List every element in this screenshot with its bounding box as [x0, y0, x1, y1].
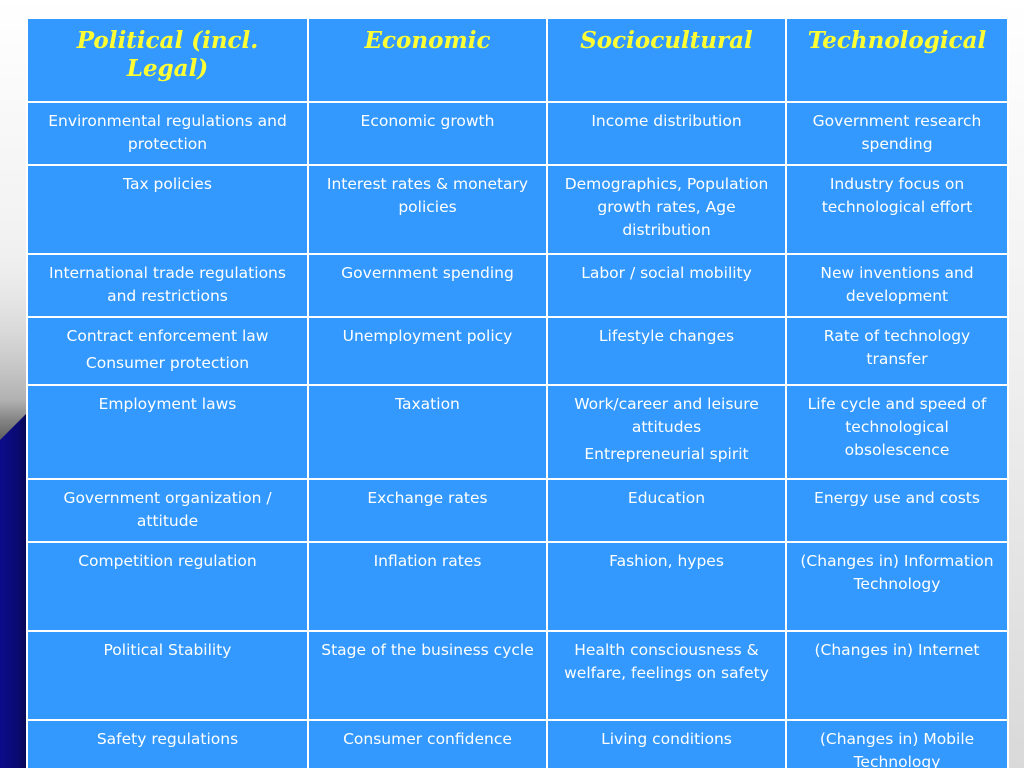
- cell-text: Exchange rates: [367, 489, 488, 507]
- cell-text: Economic growth: [360, 112, 495, 130]
- cell-text: Government spending: [341, 264, 514, 282]
- cell-text: (Changes in) Internet: [814, 641, 980, 659]
- cell-text: Entrepreneurial spirit: [584, 445, 749, 463]
- cell-text: Environmental regulations and protection: [48, 112, 287, 153]
- header-sociocultural: Sociocultural: [546, 17, 787, 103]
- table-cell-political: Government organization / attitude: [26, 478, 309, 543]
- cell-text: Consumer confidence: [343, 730, 512, 748]
- table-cell-sociocultural: Living conditions: [546, 719, 787, 768]
- table-body: Environmental regulations and protection…: [26, 101, 1009, 768]
- cell-text: Demographics, Population growth rates, A…: [564, 175, 769, 239]
- cell-text: Interest rates & monetary policies: [326, 175, 529, 216]
- cell-text: International trade regulations and rest…: [49, 264, 286, 305]
- cell-text: Government organization / attitude: [63, 489, 272, 530]
- table-row: Government organization / attitude Exchan…: [26, 478, 1009, 543]
- table-cell-technological: Rate of technology transfer: [785, 316, 1009, 386]
- cell-text: Education: [627, 489, 706, 507]
- table-cell-economic: Taxation: [307, 384, 548, 480]
- table-cell-political: Employment laws: [26, 384, 309, 480]
- cell-text: Lifestyle changes: [598, 327, 735, 345]
- cell-text: Taxation: [395, 395, 460, 413]
- header-row: Political (incl. Legal) Economic Sociocu…: [26, 17, 1009, 103]
- table-cell-political: Tax policies: [26, 164, 309, 255]
- table-cell-technological: (Changes in) Mobile Technology: [785, 719, 1009, 768]
- table-cell-political: Safety regulations: [26, 719, 309, 768]
- table-cell-sociocultural: Demographics, Population growth rates, A…: [546, 164, 787, 255]
- slide-background-wedge: [0, 410, 30, 768]
- table-cell-economic: Inflation rates: [307, 541, 548, 632]
- table-row: International trade regulations and rest…: [26, 253, 1009, 318]
- table-cell-technological: Government research spending: [785, 101, 1009, 166]
- cell-text: New inventions and development: [820, 264, 974, 305]
- cell-text: Unemployment policy: [342, 327, 513, 345]
- pest-analysis-table: Political (incl. Legal) Economic Sociocu…: [26, 17, 1009, 768]
- cell-text: Competition regulation: [78, 552, 257, 570]
- cell-text: Life cycle and speed of technological ob…: [807, 395, 987, 459]
- cell-text: Tax policies: [123, 175, 212, 193]
- table-cell-economic: Exchange rates: [307, 478, 548, 543]
- table-cell-sociocultural: Work/career and leisure attitudes Entrepr…: [546, 384, 787, 480]
- table-cell-sociocultural: Lifestyle changes: [546, 316, 787, 386]
- header-economic: Economic: [307, 17, 548, 103]
- cell-text: (Changes in) Mobile Technology: [819, 730, 975, 768]
- cell-text: Labor / social mobility: [581, 264, 752, 282]
- cell-text: Consumer protection: [85, 354, 250, 372]
- table-row: Contract enforcement law Consumer protect…: [26, 316, 1009, 386]
- table-row: Environmental regulations and protection…: [26, 101, 1009, 166]
- table-cell-economic: Unemployment policy: [307, 316, 548, 386]
- cell-text: Employment laws: [98, 395, 237, 413]
- table-row: Competition regulation Inflation rates Fas…: [26, 541, 1009, 632]
- table-cell-political: Competition regulation: [26, 541, 309, 632]
- table-cell-technological: Energy use and costs: [785, 478, 1009, 543]
- table-row: Tax policies Interest rates & monetary po…: [26, 164, 1009, 255]
- cell-text: Safety regulations: [96, 730, 239, 748]
- cell-text: Inflation rates: [373, 552, 482, 570]
- cell-text: Industry focus on technological effort: [821, 175, 973, 216]
- cell-text: Work/career and leisure attitudes: [574, 395, 759, 436]
- table-row: Employment laws Taxation Work/career and l…: [26, 384, 1009, 480]
- table-cell-technological: (Changes in) Internet: [785, 630, 1009, 721]
- table-cell-sociocultural: Fashion, hypes: [546, 541, 787, 632]
- table-cell-political: Environmental regulations and protection: [26, 101, 309, 166]
- table-cell-sociocultural: Labor / social mobility: [546, 253, 787, 318]
- table-cell-economic: Economic growth: [307, 101, 548, 166]
- cell-text: Fashion, hypes: [609, 552, 724, 570]
- table-cell-economic: Stage of the business cycle: [307, 630, 548, 721]
- table-cell-technological: (Changes in) Information Technology: [785, 541, 1009, 632]
- table-row: Political Stability Stage of the business…: [26, 630, 1009, 721]
- table-cell-economic: Interest rates & monetary policies: [307, 164, 548, 255]
- cell-text: Stage of the business cycle: [321, 641, 534, 659]
- header-political: Political (incl. Legal): [26, 17, 309, 103]
- table-cell-technological: New inventions and development: [785, 253, 1009, 318]
- cell-text: Rate of technology transfer: [823, 327, 971, 368]
- cell-text: Political Stability: [103, 641, 232, 659]
- table-cell-technological: Industry focus on technological effort: [785, 164, 1009, 255]
- table-cell-sociocultural: Health consciousness & welfare, feelings…: [546, 630, 787, 721]
- header-technological: Technological: [785, 17, 1009, 103]
- table-cell-economic: Consumer confidence: [307, 719, 548, 768]
- table-cell-political: Political Stability: [26, 630, 309, 721]
- cell-text: Contract enforcement law: [66, 327, 269, 345]
- cell-text: (Changes in) Information Technology: [800, 552, 994, 593]
- slide-background-edge: [1006, 0, 1024, 768]
- table-cell-sociocultural: Income distribution: [546, 101, 787, 166]
- table-cell-political: Contract enforcement law Consumer protect…: [26, 316, 309, 386]
- cell-text: Health consciousness & welfare, feelings…: [564, 641, 769, 682]
- cell-text: Living conditions: [601, 730, 732, 748]
- cell-text: Government research spending: [812, 112, 982, 153]
- table-cell-political: International trade regulations and rest…: [26, 253, 309, 318]
- cell-text: Energy use and costs: [814, 489, 980, 507]
- cell-text: Income distribution: [591, 112, 742, 130]
- table-cell-technological: Life cycle and speed of technological ob…: [785, 384, 1009, 480]
- table-cell-economic: Government spending: [307, 253, 548, 318]
- table-cell-sociocultural: Education: [546, 478, 787, 543]
- table-row: Safety regulations Consumer confidence Liv…: [26, 719, 1009, 768]
